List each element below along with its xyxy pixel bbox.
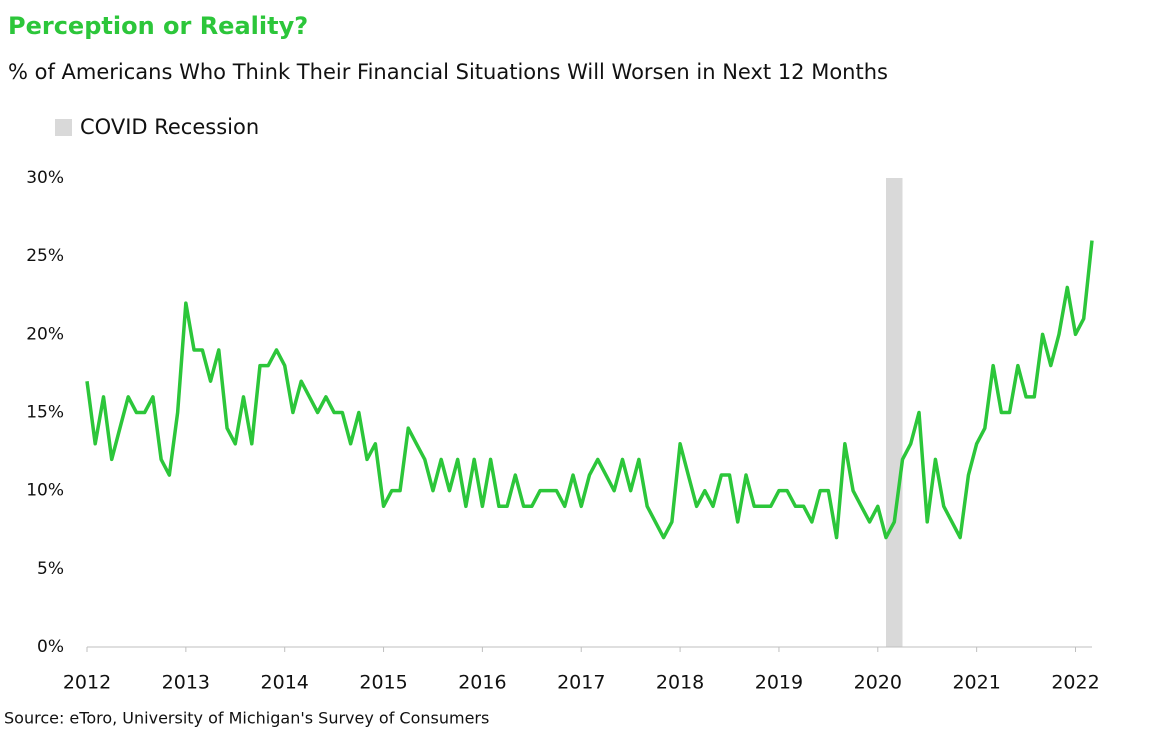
x-tick-label: 2019	[755, 672, 803, 694]
x-tick-label: 2021	[952, 672, 1000, 694]
x-tick-label: 2016	[458, 672, 506, 694]
data-line	[85, 240, 1094, 540]
recession-band	[885, 178, 903, 647]
y-tick-label: 15%	[26, 403, 64, 423]
source: Source: eToro, University of Michigan's …	[4, 709, 489, 728]
y-tick-label: 0%	[37, 637, 64, 657]
y-tick-label: 10%	[26, 481, 64, 501]
x-tick-label: 2015	[359, 672, 407, 694]
y-tick-label: 25%	[26, 246, 64, 266]
x-tick-label: 2017	[557, 672, 605, 694]
chart-subtitle: % of Americans Who Think Their Financial…	[8, 60, 888, 84]
x-tick-label: 2022	[1051, 672, 1099, 694]
x-tick-label: 2013	[162, 672, 210, 694]
y-tick-label: 30%	[26, 168, 64, 188]
chart-title: Perception or Reality?	[8, 12, 308, 40]
x-tick-label: 2014	[261, 672, 309, 694]
x-tick-label: 2018	[656, 672, 704, 694]
legend-label: COVID Recession	[80, 115, 259, 139]
x-tick-label: 2012	[63, 672, 111, 694]
y-tick-label: 20%	[26, 324, 64, 344]
x-tick-label: 2020	[854, 672, 902, 694]
legend-swatch	[55, 119, 72, 136]
y-tick-label: 5%	[37, 559, 64, 579]
